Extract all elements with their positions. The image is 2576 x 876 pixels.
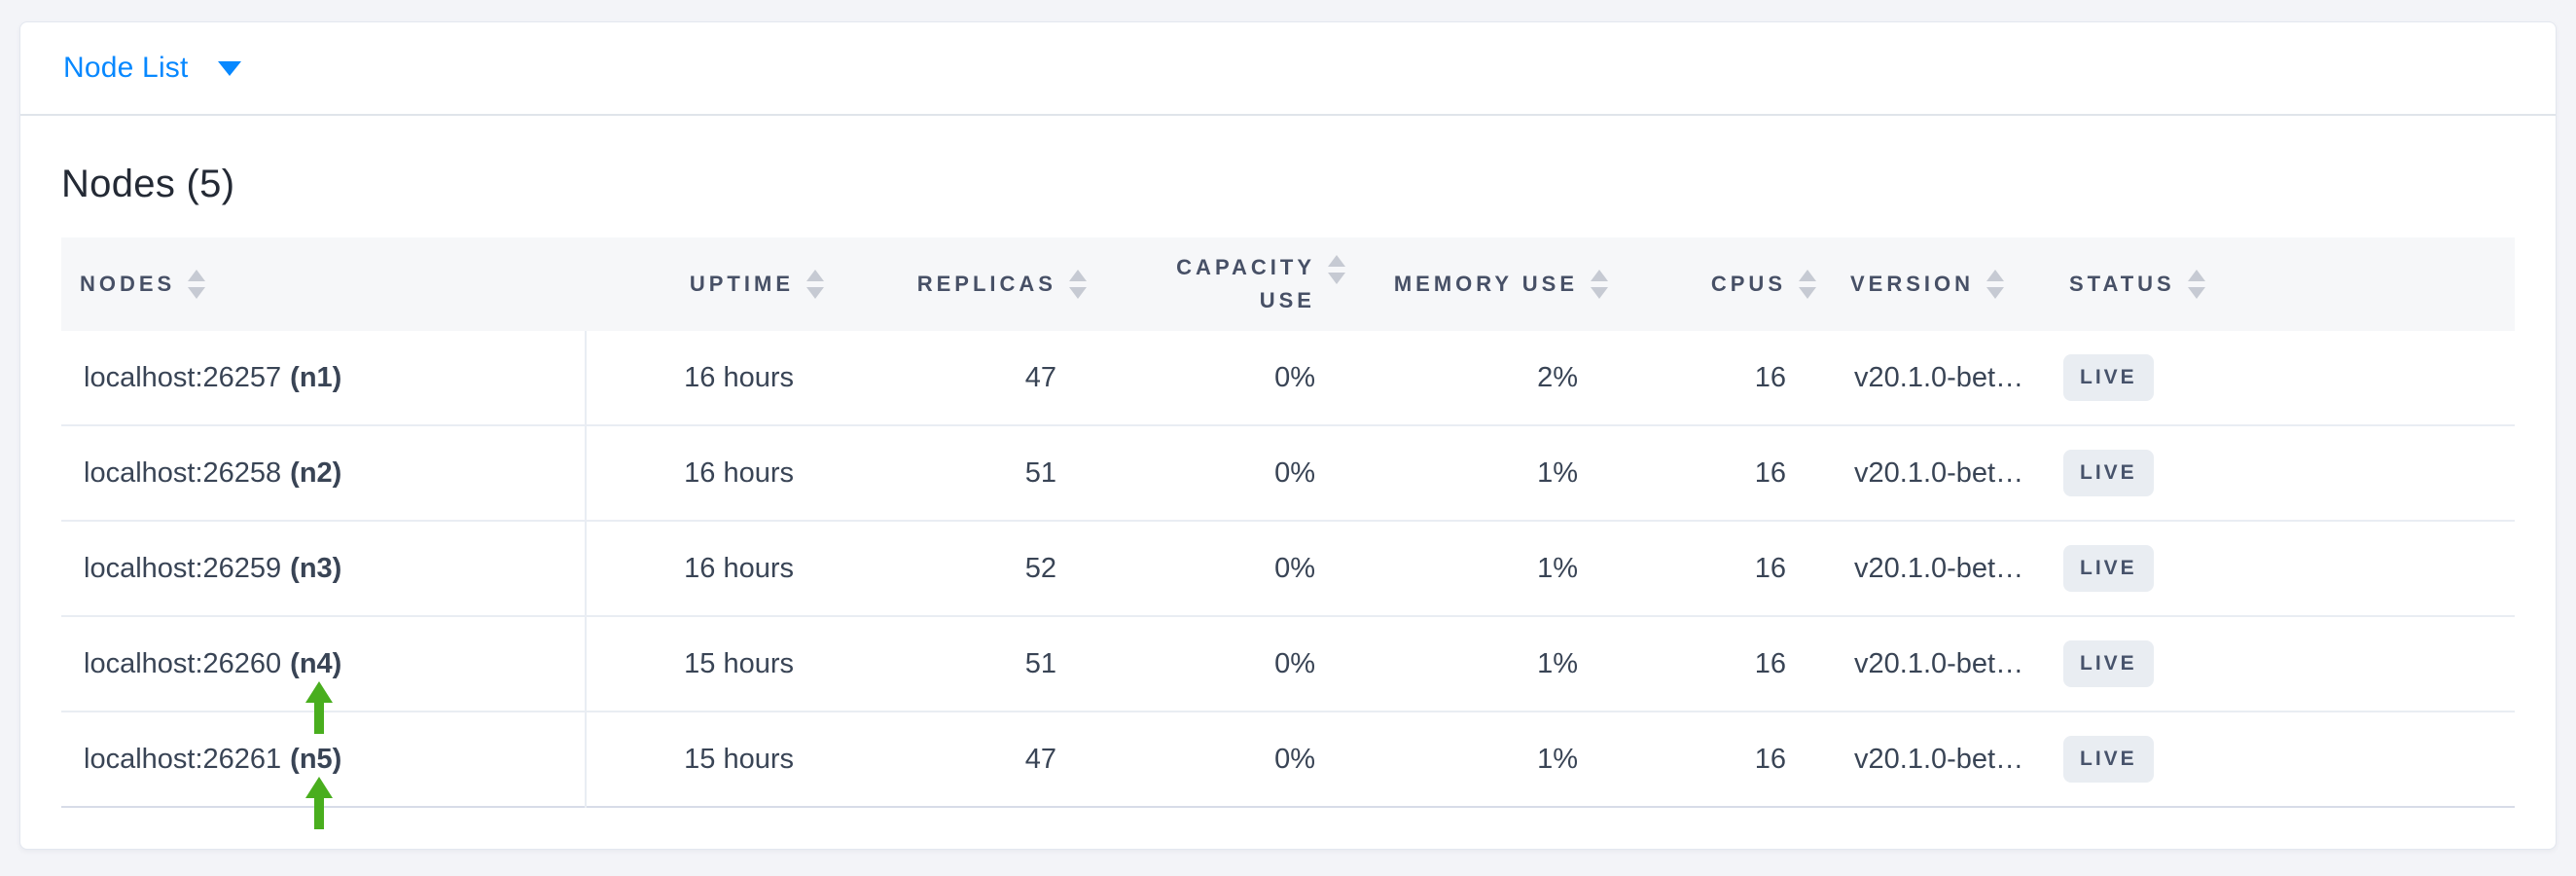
column-header-version[interactable]: VERSION: [1830, 237, 2049, 331]
column-header-label: VERSION: [1850, 272, 1975, 296]
node-list-card: Node List Nodes (5) NODES UPTIME REPLICA…: [19, 21, 2557, 850]
column-divider: [585, 331, 587, 808]
status-badge: LIVE: [2063, 354, 2154, 401]
column-header-label: NODES: [80, 272, 176, 296]
column-header-nodes[interactable]: NODES: [61, 237, 585, 331]
table-cell-version: v20.1.0-bet…: [1854, 743, 2024, 775]
status-badge: LIVE: [2063, 450, 2154, 496]
table-cell-uptime: 15 hours: [684, 647, 794, 679]
sort-icon: [1069, 270, 1087, 299]
status-badge: LIVE: [2063, 545, 2154, 592]
table-cell-memory-use: 1%: [1537, 552, 1578, 584]
node-row[interactable]: localhost:26261 (n5) 15 hours 47 0% 1% 1…: [61, 712, 2515, 808]
sort-icon: [2187, 270, 2205, 299]
sort-icon: [1799, 270, 1816, 299]
page-title: Nodes (5): [61, 163, 235, 205]
table-cell-uptime: 16 hours: [684, 361, 794, 393]
table-cell-version: v20.1.0-bet…: [1854, 456, 2024, 489]
table-cell-status: LIVE: [2049, 617, 2515, 711]
column-header-memory-use[interactable]: MEMORY USE: [1359, 237, 1622, 331]
table-cell-version: v20.1.0-bet…: [1854, 552, 2024, 584]
table-cell-uptime: 16 hours: [684, 552, 794, 584]
table-cell-node: localhost:26259 (n3): [61, 522, 585, 615]
column-header-uptime[interactable]: UPTIME: [585, 237, 838, 331]
table-cell-capacity-use: 0%: [1274, 361, 1315, 393]
node-row[interactable]: localhost:26258 (n2) 16 hours 51 0% 1% 1…: [61, 426, 2515, 522]
table-cell-node: localhost:26260 (n4): [61, 617, 585, 711]
table-cell-memory-use: 1%: [1537, 647, 1578, 679]
table-cell-replicas: 51: [1024, 647, 1056, 679]
node-id: (n4): [290, 647, 342, 679]
table-cell-cpus: 16: [1754, 743, 1786, 775]
table-cell-memory-use: 1%: [1537, 743, 1578, 775]
column-header-label: REPLICAS: [916, 272, 1056, 296]
column-header-label: CPUS: [1710, 272, 1786, 296]
table-body: localhost:26257 (n1) 16 hours 47 0% 2% 1…: [61, 331, 2515, 808]
node-row[interactable]: localhost:26259 (n3) 16 hours 52 0% 1% 1…: [61, 522, 2515, 617]
table-cell-node: localhost:26257 (n1): [61, 331, 585, 424]
sort-icon: [1591, 270, 1608, 299]
table-cell-version: v20.1.0-bet…: [1854, 647, 2024, 679]
table-header-row: NODES UPTIME REPLICAS CAPACITY USE MEMOR…: [61, 237, 2515, 331]
column-header-label: MEMORY USE: [1393, 272, 1578, 296]
table-cell-memory-use: 1%: [1537, 456, 1578, 489]
table-cell-capacity-use: 0%: [1274, 743, 1315, 775]
node-address: localhost:26257: [84, 361, 282, 393]
status-badge: LIVE: [2063, 640, 2154, 687]
table-cell-capacity-use: 0%: [1274, 552, 1315, 584]
sort-icon: [1986, 270, 2005, 299]
table-cell-status: LIVE: [2049, 426, 2515, 520]
node-address: localhost:26259: [84, 552, 282, 584]
table-cell-status: LIVE: [2049, 712, 2515, 806]
status-badge: LIVE: [2063, 736, 2154, 783]
table-cell-capacity-use: 0%: [1274, 456, 1315, 489]
table-cell-node: localhost:26261 (n5): [61, 712, 585, 806]
table-cell-uptime: 15 hours: [684, 743, 794, 775]
table-cell-status: LIVE: [2049, 331, 2515, 424]
table-cell-replicas: 47: [1024, 361, 1056, 393]
node-address: localhost:26258: [84, 456, 282, 489]
sort-icon: [1328, 255, 1345, 284]
nodes-table: NODES UPTIME REPLICAS CAPACITY USE MEMOR…: [61, 237, 2515, 829]
node-id: (n2): [290, 456, 342, 489]
node-address: localhost:26261: [84, 743, 282, 775]
table-cell-cpus: 16: [1754, 361, 1786, 393]
node-row[interactable]: localhost:26260 (n4) 15 hours 51 0% 1% 1…: [61, 617, 2515, 712]
table-cell-node: localhost:26258 (n2): [61, 426, 585, 520]
column-header-label: STATUS: [2069, 272, 2175, 296]
sort-icon: [806, 270, 824, 299]
table-cell-memory-use: 2%: [1537, 361, 1578, 393]
table-cell-capacity-use: 0%: [1274, 647, 1315, 679]
view-dropdown-label: Node List: [63, 52, 189, 84]
node-address: localhost:26260: [84, 647, 282, 679]
node-row[interactable]: localhost:26257 (n1) 16 hours 47 0% 2% 1…: [61, 331, 2515, 426]
column-header-label: CAPACITY USE: [1176, 255, 1315, 312]
column-header-replicas[interactable]: REPLICAS: [838, 237, 1100, 331]
view-dropdown[interactable]: Node List: [63, 52, 241, 85]
table-cell-replicas: 52: [1024, 552, 1056, 584]
node-id: (n1): [290, 361, 342, 393]
node-id: (n5): [290, 743, 342, 775]
table-cell-cpus: 16: [1754, 647, 1786, 679]
table-cell-uptime: 16 hours: [684, 456, 794, 489]
caret-down-icon: [217, 60, 241, 76]
column-header-capacity-use[interactable]: CAPACITY USE: [1100, 237, 1359, 331]
table-cell-cpus: 16: [1754, 456, 1786, 489]
node-list-content: Nodes (5) NODES UPTIME REPLICAS CAPACITY…: [20, 161, 2556, 829]
table-cell-replicas: 47: [1024, 743, 1056, 775]
sort-icon: [188, 270, 206, 299]
column-header-status[interactable]: STATUS: [2049, 237, 2515, 331]
table-cell-status: LIVE: [2049, 522, 2515, 615]
table-cell-cpus: 16: [1754, 552, 1786, 584]
view-selector-bar: Node List: [20, 22, 2556, 116]
table-cell-replicas: 51: [1024, 456, 1056, 489]
column-header-cpus[interactable]: CPUS: [1622, 237, 1830, 331]
column-header-label: UPTIME: [689, 272, 794, 296]
table-cell-version: v20.1.0-bet…: [1854, 361, 2024, 393]
node-id: (n3): [290, 552, 342, 584]
